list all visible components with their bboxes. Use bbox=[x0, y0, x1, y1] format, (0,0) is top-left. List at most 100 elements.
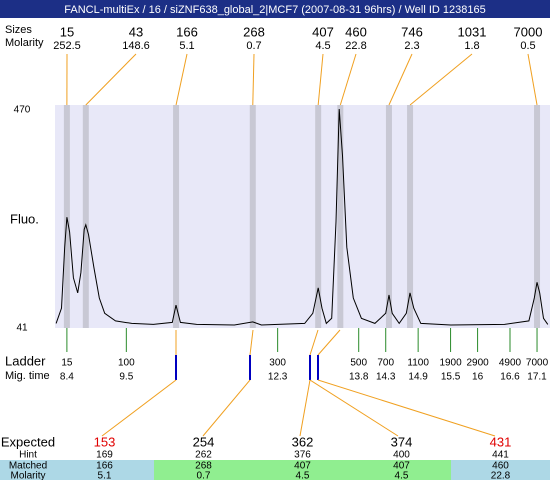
molarity-row-label: Molarity bbox=[5, 37, 44, 49]
hint-value: 441 bbox=[492, 450, 509, 461]
matched-value: 407 bbox=[294, 461, 311, 472]
matched-label-cell bbox=[0, 460, 55, 480]
y-axis-label: Fluo. bbox=[10, 211, 39, 226]
ladder-size: 100 bbox=[118, 358, 135, 369]
ladder-size: 500 bbox=[350, 358, 367, 369]
matched-value: 166 bbox=[96, 461, 113, 472]
y-tick-label: 470 bbox=[14, 105, 31, 116]
table-row-label: Expected bbox=[1, 434, 55, 449]
peak-band bbox=[385, 105, 392, 328]
expected-value: 153 bbox=[94, 434, 116, 449]
ladder-size: 1100 bbox=[407, 358, 429, 369]
ladder-time: 17.1 bbox=[527, 372, 547, 383]
peak-link bbox=[85, 53, 137, 106]
ladder-time: 14.3 bbox=[376, 372, 396, 383]
matched-value: 268 bbox=[195, 461, 212, 472]
matched-cell bbox=[55, 460, 154, 480]
molarity-value: 22.8 bbox=[491, 471, 511, 480]
plot-area bbox=[55, 105, 550, 328]
matched-cell bbox=[352, 460, 451, 480]
peak-link bbox=[409, 53, 473, 106]
peak-link bbox=[527, 53, 538, 106]
ladder-time: 15.5 bbox=[441, 372, 461, 383]
peak-band bbox=[337, 105, 344, 328]
peak-band bbox=[315, 105, 322, 328]
peak-molarity: 5.1 bbox=[179, 40, 194, 52]
mig-time-label: Mig. time bbox=[5, 370, 50, 382]
peak-link bbox=[339, 53, 357, 106]
trace bbox=[55, 108, 549, 326]
hint-value: 169 bbox=[96, 450, 113, 461]
peak-band bbox=[82, 105, 89, 328]
ladder-size: 300 bbox=[269, 358, 286, 369]
ladder-size: 4900 bbox=[499, 358, 522, 369]
peak-size: 166 bbox=[176, 24, 198, 39]
ladder-time: 12.3 bbox=[268, 372, 288, 383]
ladder-time: 8.4 bbox=[60, 372, 74, 383]
hint-value: 400 bbox=[393, 450, 410, 461]
link-line bbox=[309, 379, 399, 437]
link-line bbox=[202, 379, 251, 437]
title: FANCL-multiEx / 16 / siZNF638_global_2|M… bbox=[64, 4, 485, 16]
size-row-label: Sizes bbox=[5, 24, 32, 36]
matched-cell bbox=[154, 460, 253, 480]
link-line bbox=[317, 379, 496, 437]
link-line bbox=[309, 329, 319, 356]
peak-link bbox=[317, 53, 324, 106]
peak-size: 15 bbox=[60, 24, 74, 39]
expected-value: 254 bbox=[193, 434, 215, 449]
peak-size: 1031 bbox=[458, 24, 487, 39]
peak-molarity: 0.7 bbox=[246, 40, 261, 52]
peak-band bbox=[407, 105, 414, 328]
hint-value: 262 bbox=[195, 450, 212, 461]
ladder-size: 1900 bbox=[439, 358, 462, 369]
peak-molarity: 252.5 bbox=[53, 40, 81, 52]
ladder-label: Ladder bbox=[5, 353, 46, 368]
ladder-size: 7000 bbox=[526, 358, 549, 369]
peak-band bbox=[249, 105, 256, 328]
link-line bbox=[317, 329, 341, 356]
peak-molarity: 2.3 bbox=[404, 40, 419, 52]
title-bar bbox=[0, 0, 550, 18]
expected-value: 362 bbox=[292, 434, 314, 449]
ladder-time: 16.6 bbox=[500, 372, 520, 383]
peak-molarity: 4.5 bbox=[315, 40, 330, 52]
link-line bbox=[299, 379, 311, 437]
peak-band bbox=[63, 105, 70, 328]
hint-value: 376 bbox=[294, 450, 311, 461]
peak-band bbox=[534, 105, 541, 328]
peak-band bbox=[173, 105, 180, 328]
matched-value: 460 bbox=[492, 461, 509, 472]
molarity-value: 0.7 bbox=[197, 471, 211, 480]
peak-size: 43 bbox=[129, 24, 143, 39]
peak-size: 460 bbox=[345, 24, 367, 39]
peak-molarity: 1.8 bbox=[464, 40, 479, 52]
y-tick-label: 41 bbox=[16, 323, 28, 334]
expected-value: 374 bbox=[391, 434, 413, 449]
link-line bbox=[249, 329, 254, 356]
peak-molarity: 22.8 bbox=[345, 40, 366, 52]
peak-size: 268 bbox=[243, 24, 265, 39]
matched-cell bbox=[451, 460, 550, 480]
ladder-time: 16 bbox=[472, 372, 484, 383]
peak-link bbox=[252, 53, 255, 106]
peak-size: 746 bbox=[401, 24, 423, 39]
table-row-label: Matched bbox=[9, 461, 47, 472]
peak-size: 7000 bbox=[514, 24, 543, 39]
ladder-time: 13.8 bbox=[349, 372, 369, 383]
table-row-label: Hint bbox=[19, 450, 37, 461]
link-line bbox=[101, 379, 177, 437]
table-row-label: Molarity bbox=[10, 471, 45, 480]
molarity-value: 4.5 bbox=[395, 471, 409, 480]
ladder-size: 15 bbox=[61, 358, 73, 369]
expected-value: 431 bbox=[490, 434, 512, 449]
matched-value: 407 bbox=[393, 461, 410, 472]
peak-molarity: 148.6 bbox=[122, 40, 150, 52]
peak-link bbox=[388, 53, 413, 106]
peak-link bbox=[175, 53, 188, 106]
peak-molarity: 0.5 bbox=[520, 40, 535, 52]
peak-size: 407 bbox=[312, 24, 334, 39]
molarity-value: 4.5 bbox=[296, 471, 310, 480]
ladder-time: 9.5 bbox=[119, 372, 133, 383]
